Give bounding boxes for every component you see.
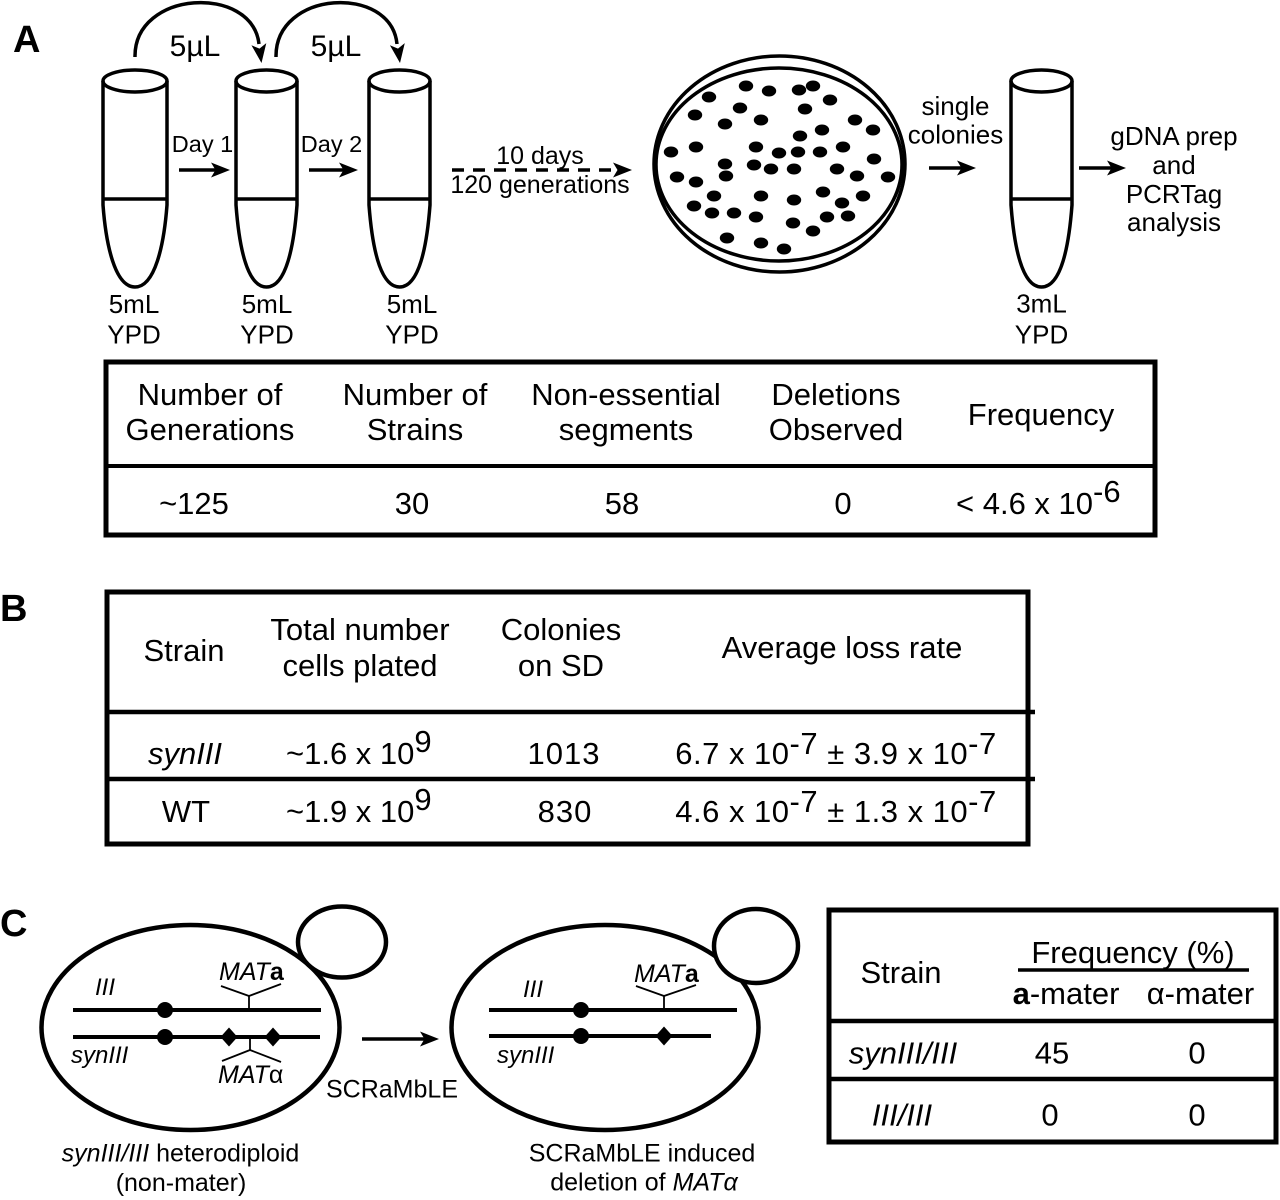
svg-text:segments: segments — [559, 412, 693, 447]
svg-text:synIII: synIII — [148, 736, 222, 771]
svg-text:Total number: Total number — [270, 612, 449, 647]
svg-text:SCRaMbLE induced: SCRaMbLE induced — [529, 1140, 756, 1168]
svg-text:Observed: Observed — [769, 412, 903, 447]
svg-text:PCRTag: PCRTag — [1126, 179, 1222, 209]
svg-text:Generations: Generations — [126, 412, 295, 447]
svg-text:Strain: Strain — [144, 633, 225, 668]
svg-text:Number of: Number of — [343, 377, 488, 412]
svg-text:cells plated: cells plated — [282, 648, 437, 683]
svg-text:Strains: Strains — [367, 412, 463, 447]
svg-text:III: III — [95, 974, 115, 1001]
svg-text:0: 0 — [1041, 1098, 1058, 1133]
svg-text:~125: ~125 — [159, 486, 229, 521]
svg-text:YPD: YPD — [107, 320, 160, 350]
svg-text:Frequency (%): Frequency (%) — [1031, 935, 1234, 970]
svg-text:0: 0 — [1188, 1036, 1205, 1071]
svg-text:0: 0 — [1188, 1098, 1205, 1133]
svg-text:120 generations: 120 generations — [450, 171, 629, 199]
svg-text:III/III: III/III — [872, 1098, 933, 1133]
svg-text:830: 830 — [538, 794, 593, 829]
svg-text:Non-essential: Non-essential — [531, 377, 721, 412]
svg-text:synIII: synIII — [497, 1042, 555, 1069]
svg-text:Colonies: Colonies — [501, 612, 622, 647]
svg-text:gDNA prep: gDNA prep — [1110, 121, 1237, 151]
svg-text:MATα: MATα — [218, 1061, 283, 1089]
svg-text:analysis: analysis — [1127, 207, 1221, 237]
svg-text:B: B — [0, 588, 27, 630]
svg-text:Deletions: Deletions — [771, 377, 900, 412]
svg-text:Day 1: Day 1 — [172, 131, 233, 157]
svg-text:single: single — [922, 91, 990, 121]
svg-text:WT: WT — [162, 794, 210, 829]
svg-text:5mL: 5mL — [242, 289, 293, 319]
svg-text:synIII/III: synIII/III — [849, 1036, 958, 1071]
svg-text:5µL: 5µL — [170, 30, 221, 63]
svg-text:Frequency: Frequency — [968, 397, 1115, 432]
svg-text:1013: 1013 — [528, 736, 601, 771]
svg-text:Day 2: Day 2 — [301, 131, 362, 157]
svg-text:Strain: Strain — [861, 955, 942, 990]
svg-text:YPD: YPD — [240, 320, 293, 350]
svg-text:C: C — [0, 903, 27, 945]
svg-text:5µL: 5µL — [311, 30, 362, 63]
svg-text:(non-mater): (non-mater) — [116, 1169, 247, 1197]
svg-text:0: 0 — [834, 486, 851, 521]
svg-text:SCRaMbLE: SCRaMbLE — [326, 1076, 458, 1104]
svg-text:A: A — [13, 19, 40, 61]
svg-text:deletion of MATα: deletion of MATα — [550, 1169, 738, 1197]
svg-text:Average loss rate: Average loss rate — [722, 630, 963, 665]
svg-text:45: 45 — [1035, 1036, 1069, 1071]
svg-text:10 days: 10 days — [496, 142, 584, 170]
svg-text:synIII/III heterodiploid: synIII/III heterodiploid — [62, 1140, 300, 1168]
svg-text:α-mater: α-mater — [1147, 976, 1255, 1011]
svg-text:a-mater: a-mater — [1013, 976, 1120, 1011]
svg-text:YPD: YPD — [385, 320, 438, 350]
svg-text:MATa: MATa — [219, 958, 285, 986]
svg-text:5mL: 5mL — [387, 289, 438, 319]
svg-text:III: III — [523, 976, 543, 1003]
svg-text:Number of: Number of — [138, 377, 283, 412]
svg-text:and: and — [1152, 150, 1195, 180]
svg-text:5mL: 5mL — [109, 289, 160, 319]
svg-text:MATa: MATa — [634, 960, 700, 988]
svg-text:3mL: 3mL — [1016, 289, 1067, 319]
svg-text:on SD: on SD — [518, 648, 604, 683]
svg-text:30: 30 — [395, 486, 429, 521]
svg-text:synIII: synIII — [71, 1042, 129, 1069]
svg-text:58: 58 — [605, 486, 639, 521]
svg-text:YPD: YPD — [1015, 320, 1068, 350]
svg-text:colonies: colonies — [908, 120, 1003, 150]
